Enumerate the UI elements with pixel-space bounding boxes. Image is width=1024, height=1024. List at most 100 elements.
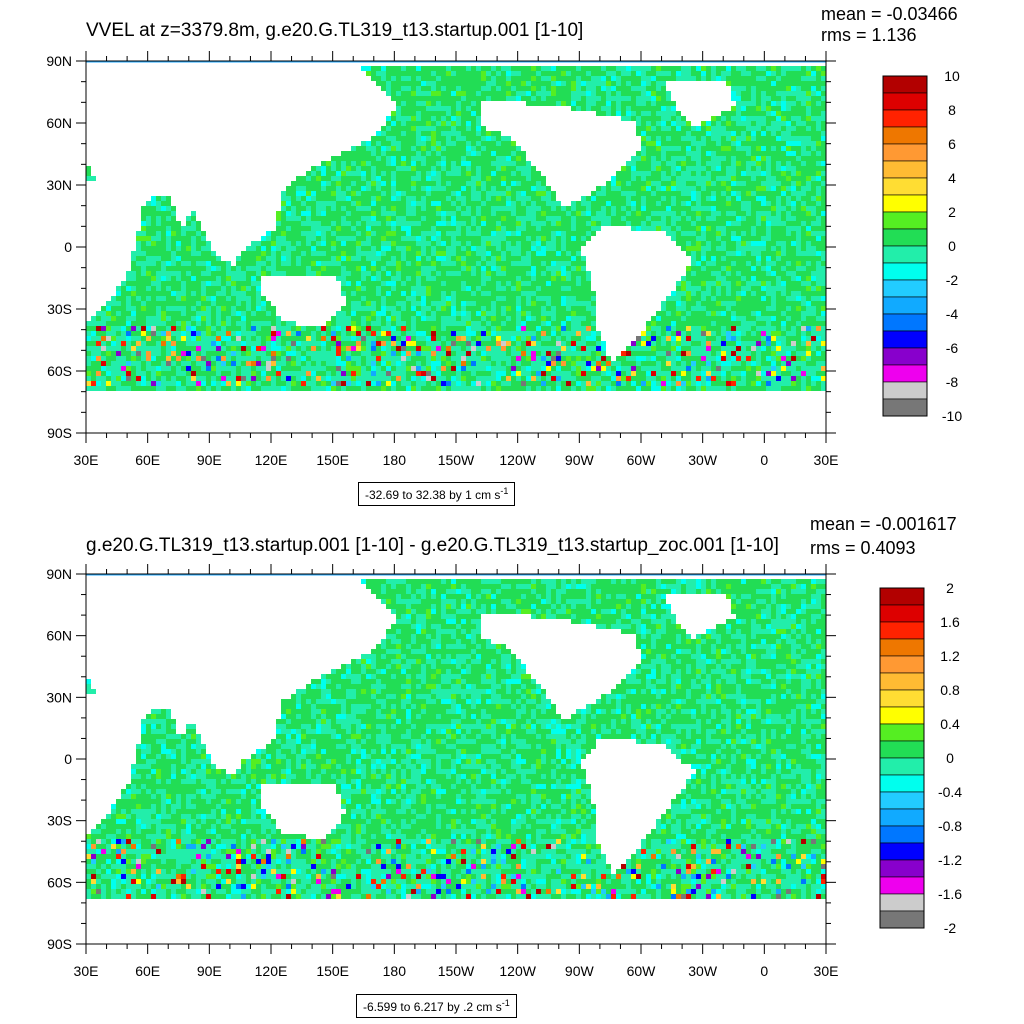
colorbar-segment <box>882 126 928 145</box>
x-tick-label: 60E <box>135 452 160 468</box>
y-tick-label: 90S <box>47 425 72 441</box>
colorbar-segment <box>879 808 925 827</box>
x-tick-label: 120W <box>499 452 536 468</box>
contour-range-text: -32.69 to 32.38 by 1 cm s <box>365 488 501 502</box>
colorbar-label: -8 <box>946 374 959 390</box>
colorbar-label: 0.4 <box>940 716 960 732</box>
x-tick-label: 90W <box>565 963 595 979</box>
y-tick-label: 30N <box>46 689 72 705</box>
colorbar-segment <box>879 757 925 776</box>
colorbar-segment <box>882 177 928 196</box>
colorbar-frame <box>879 587 925 929</box>
colorbar-segment <box>882 364 928 383</box>
colorbar-segment <box>882 143 928 162</box>
contour-range-text: -6.599 to 6.217 by .2 cm s <box>363 1000 502 1014</box>
contour-range-box: -32.69 to 32.38 by 1 cm s-1 <box>358 482 516 506</box>
x-tick-label: 30E <box>814 452 839 468</box>
colorbar-segment <box>879 910 925 929</box>
colorbar-segment <box>882 398 928 417</box>
colorbar-label: 4 <box>948 170 956 186</box>
colorbar-segment <box>882 92 928 111</box>
colorbar-label: -2 <box>946 272 959 288</box>
colorbar-segment <box>882 194 928 213</box>
y-tick-label: 30S <box>47 813 72 829</box>
x-tick-label: 90E <box>197 963 222 979</box>
y-tick-label: 90S <box>47 936 72 952</box>
colorbar-segment <box>882 211 928 230</box>
colorbar-segment <box>882 109 928 128</box>
x-tick-label: 90E <box>197 452 222 468</box>
colorbar-label: -4 <box>946 306 959 322</box>
y-tick-label: 60N <box>46 628 72 644</box>
colorbar-segment <box>879 723 925 742</box>
colorbar-segment <box>882 279 928 298</box>
field-layer <box>86 66 826 391</box>
x-tick-label: 30W <box>688 452 718 468</box>
x-tick-label: 120E <box>255 963 288 979</box>
chart-title: VVEL at z=3379.8m, g.e20.G.TL319_t13.sta… <box>86 20 584 41</box>
mean-label: mean = -0.03466 <box>821 4 958 24</box>
colorbar-segment <box>879 638 925 657</box>
rms-label: rms = 0.4093 <box>810 538 916 558</box>
colorbar-segment <box>882 75 928 94</box>
x-tick-label: 150E <box>316 452 349 468</box>
y-tick-label: 60S <box>47 874 72 890</box>
colorbar-label: 8 <box>948 102 956 118</box>
x-tick-label: 0 <box>760 452 768 468</box>
x-tick-label: 30E <box>74 963 99 979</box>
colorbar-segment <box>879 825 925 844</box>
colorbar-label: 2 <box>946 580 954 596</box>
colorbar-segment <box>882 296 928 315</box>
x-tick-label: 30E <box>74 452 99 468</box>
colorbar-segment <box>882 347 928 366</box>
colorbar-segment <box>879 893 925 912</box>
colorbar-label: -10 <box>942 408 962 424</box>
y-tick-label: 60S <box>47 363 72 379</box>
colorbar-label: 1.6 <box>940 614 960 630</box>
x-tick-label: 120E <box>255 452 288 468</box>
x-tick-label: 60W <box>627 452 657 468</box>
colorbar-label: 2 <box>948 204 956 220</box>
colorbar-label: -6 <box>946 340 959 356</box>
colorbar-label: 1.2 <box>940 648 960 664</box>
colorbar-segment <box>879 706 925 725</box>
contour-range-box: -6.599 to 6.217 by .2 cm s-1 <box>356 994 517 1018</box>
colorbar-segment <box>882 330 928 349</box>
colorbar-segment <box>879 876 925 895</box>
colorbar-segment <box>879 842 925 861</box>
panel-difference: 90N 60N 30N 0 30S 60S 90S 30E 60E 90E 120E 150E 180 1… <box>0 512 1024 1024</box>
colorbar-segment <box>879 791 925 810</box>
colorbar-label: 10 <box>944 68 960 84</box>
y-tick-label: 90N <box>46 53 72 69</box>
mean-label: mean = -0.001617 <box>810 514 957 534</box>
colorbar-label: 0.8 <box>940 682 960 698</box>
colorbar-segment <box>882 381 928 400</box>
x-tick-label: 60W <box>627 963 657 979</box>
rms-label: rms = 1.136 <box>821 25 917 45</box>
panel-vvel: 90N 60N 30N 0 30S 60S 90S 30E 60E 90E 120E 150E 180 1… <box>46 4 962 506</box>
y-tick-label: 60N <box>46 115 72 131</box>
x-tick-label: 60E <box>135 963 160 979</box>
colorbar-segment <box>882 245 928 264</box>
y-tick-label: 30S <box>47 301 72 317</box>
colorbar-label: -0.8 <box>938 818 962 834</box>
x-tick-label: 0 <box>760 963 768 979</box>
colorbar-segment <box>879 604 925 623</box>
contour-range-unit-sup: -1 <box>500 486 509 496</box>
colorbar-label: -0.4 <box>938 784 962 800</box>
colorbar-segment <box>879 621 925 640</box>
y-tick-label: 90N <box>46 566 72 582</box>
colorbar-label: 6 <box>948 136 956 152</box>
x-tick-label: 150E <box>316 963 349 979</box>
colorbar-segment <box>879 672 925 691</box>
colorbar-label: 0 <box>948 238 956 254</box>
field-layer <box>86 579 826 899</box>
colorbar-label: 0 <box>946 750 954 766</box>
colorbar-segment <box>882 313 928 332</box>
colorbar-segment <box>882 228 928 247</box>
colorbar-label: -1.6 <box>938 886 962 902</box>
x-tick-label: 150W <box>438 963 475 979</box>
colorbar-segment <box>879 740 925 759</box>
